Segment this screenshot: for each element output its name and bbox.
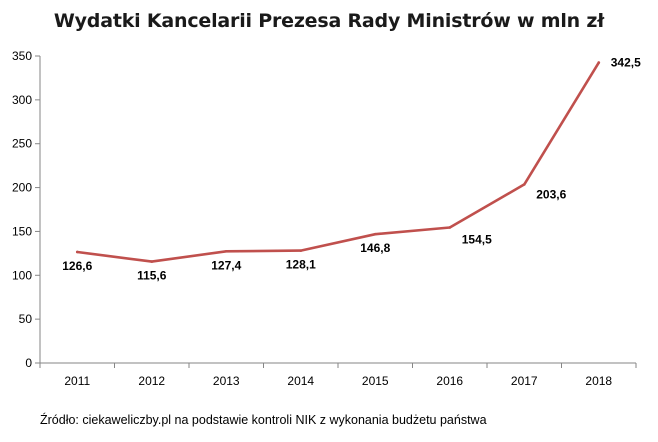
data-label: 342,5 bbox=[611, 56, 641, 70]
data-point bbox=[299, 249, 303, 252]
series-line bbox=[76, 61, 601, 263]
data-point bbox=[373, 232, 377, 236]
y-tick-label: 0 bbox=[25, 356, 32, 370]
data-point bbox=[448, 226, 452, 229]
data-label: 203,6 bbox=[536, 187, 566, 201]
x-tick-label: 2016 bbox=[436, 374, 463, 388]
data-label: 115,6 bbox=[137, 269, 167, 283]
x-tick-label: 2018 bbox=[585, 374, 612, 388]
data-label: 127,4 bbox=[211, 258, 241, 272]
data-labels-layer: 126,6 115,6 127,4 128,1 146,8 154,5 203,6 342,5 bbox=[62, 56, 641, 283]
data-label: 128,1 bbox=[286, 258, 316, 272]
y-tick-label: 350 bbox=[12, 49, 32, 63]
data-label: 154,5 bbox=[462, 232, 492, 246]
y-tick-label: 100 bbox=[12, 268, 32, 282]
data-point bbox=[75, 250, 79, 254]
y-tick-label: 250 bbox=[12, 137, 32, 151]
data-label: 146,8 bbox=[360, 241, 390, 255]
x-tick-label: 2015 bbox=[362, 374, 389, 388]
y-tick-label: 150 bbox=[12, 224, 32, 238]
source-note: Źródło: ciekaweliczby.pl na podstawie ko… bbox=[40, 413, 487, 427]
series-layer bbox=[75, 61, 601, 263]
x-tick-label: 2011 bbox=[64, 374, 90, 388]
chart-title: Wydatki Kancelarii Prezesa Rady Ministró… bbox=[53, 10, 605, 32]
y-tick-label: 50 bbox=[19, 312, 33, 326]
data-point bbox=[224, 249, 228, 253]
data-point bbox=[522, 183, 526, 186]
x-tick-label: 2013 bbox=[213, 374, 240, 388]
x-tick-label: 2017 bbox=[511, 374, 538, 388]
data-label: 126,6 bbox=[62, 259, 92, 273]
y-tick-label: 300 bbox=[12, 93, 32, 107]
data-point bbox=[597, 61, 601, 64]
y-tick-label: 200 bbox=[12, 181, 32, 195]
x-tick-label: 2014 bbox=[287, 374, 314, 388]
axes-layer: 0 50 100 150 200 250 300 350 2011 2012 2013 2014 201… bbox=[12, 49, 637, 388]
data-point bbox=[150, 260, 154, 263]
x-tick-label: 2012 bbox=[138, 374, 165, 388]
